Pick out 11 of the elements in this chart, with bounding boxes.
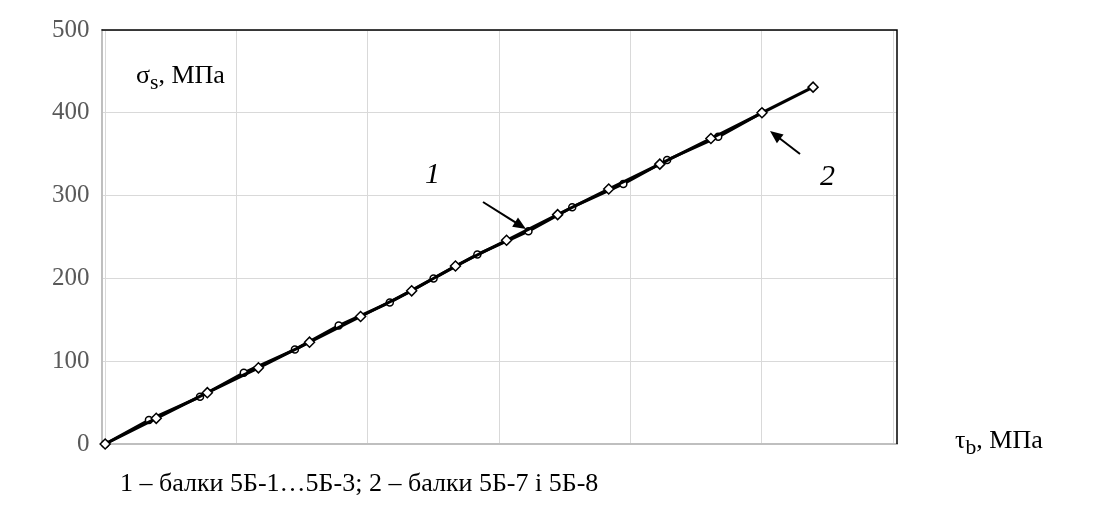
annotation: 2 — [820, 158, 835, 192]
text: 1 – балки 5Б-1…5Б-3; 2 – балки 5Б-7 і 5Б-8 — [120, 468, 599, 498]
y-tick-label: 400 — [52, 97, 90, 125]
x-axis-title: τ$_{b}$, МПа — [955, 425, 1043, 461]
y-tick-label: 500 — [52, 14, 90, 42]
y-tick-label: 300 — [52, 180, 90, 208]
y-tick-label: 0 — [77, 428, 90, 456]
y-axis-title: σ$_{s}$, МПа — [136, 60, 225, 96]
annotation: 1 — [425, 156, 440, 190]
y-tick-label: 200 — [52, 262, 90, 290]
y-tick-label: 100 — [52, 345, 90, 373]
